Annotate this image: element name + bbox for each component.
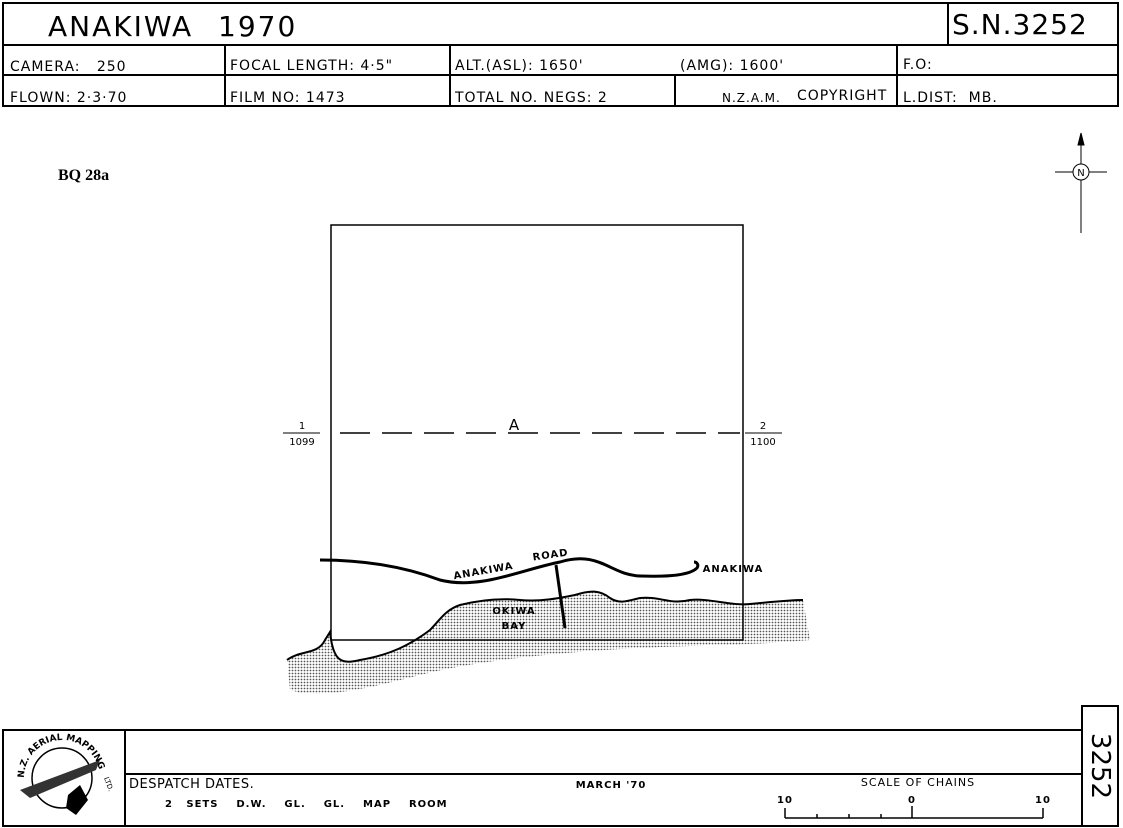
scale-label: SCALE OF CHAINS [861,776,975,789]
end-photo: 2 [760,421,766,432]
road-label: ROAD [532,548,569,564]
info-cell: ALT.(ASL): 1650' [455,58,584,74]
info-cell: (AMG): 1600' [680,58,784,74]
scale-bar [784,806,1044,819]
scale-tick: 10 [777,795,793,806]
year: 1970 [218,10,297,43]
logo-text: LTD. [102,776,115,793]
place-label: BAY [502,621,527,632]
footer-box [2,705,1119,827]
info-cell: FLOWN: 2·3·70 [10,90,127,106]
photo-frame [330,224,744,641]
logo: N.Z. AERIAL MAPPING LTD. [17,733,115,815]
water-shading [287,591,810,694]
road [319,557,700,585]
sheet-number: S.N.3252 [952,8,1088,41]
title: ANAKIWA [48,10,193,43]
scale-tick: 10 [1035,795,1051,806]
despatch-label: DESPATCH DATES. [129,777,254,792]
info-cell: FOCAL LENGTH: 4·5" [230,58,393,74]
sets: 2 SETS D.W. GL. GL. MAP ROOM [165,799,448,810]
north-label: N [1077,168,1084,179]
header-table [2,2,1119,107]
road [554,564,567,629]
info-cell: CAMERA: 250 [10,59,127,75]
end-neg: 1100 [750,437,775,448]
reference: BQ 28a [58,167,109,184]
logo-text: N.Z. AERIAL MAPPING [17,733,106,778]
info-cell: N.Z.A.M. [722,91,781,105]
place-label: ANAKIWA [703,564,764,575]
info-cell: TOTAL NO. NEGS: 2 [454,90,608,106]
info-cell: L.DIST: MB. [903,90,998,106]
north-arrow [1055,132,1107,233]
place-label: OKIWA [492,606,535,617]
info-cell: COPYRIGHT [797,88,887,104]
run-label: A [509,416,520,434]
date: MARCH '70 [576,780,647,791]
coastline [286,590,804,663]
side-number: 3252 [1085,733,1115,799]
road-label: ANAKIWA [453,561,515,582]
info-cell: F.O: [903,57,933,73]
scale-tick: 0 [908,795,916,806]
start-neg: 1099 [289,437,314,448]
logo-text: N.Z. AERIAL MAPPING [17,733,106,778]
start-photo: 1 [299,421,305,432]
info-cell: FILM NO: 1473 [230,90,346,106]
